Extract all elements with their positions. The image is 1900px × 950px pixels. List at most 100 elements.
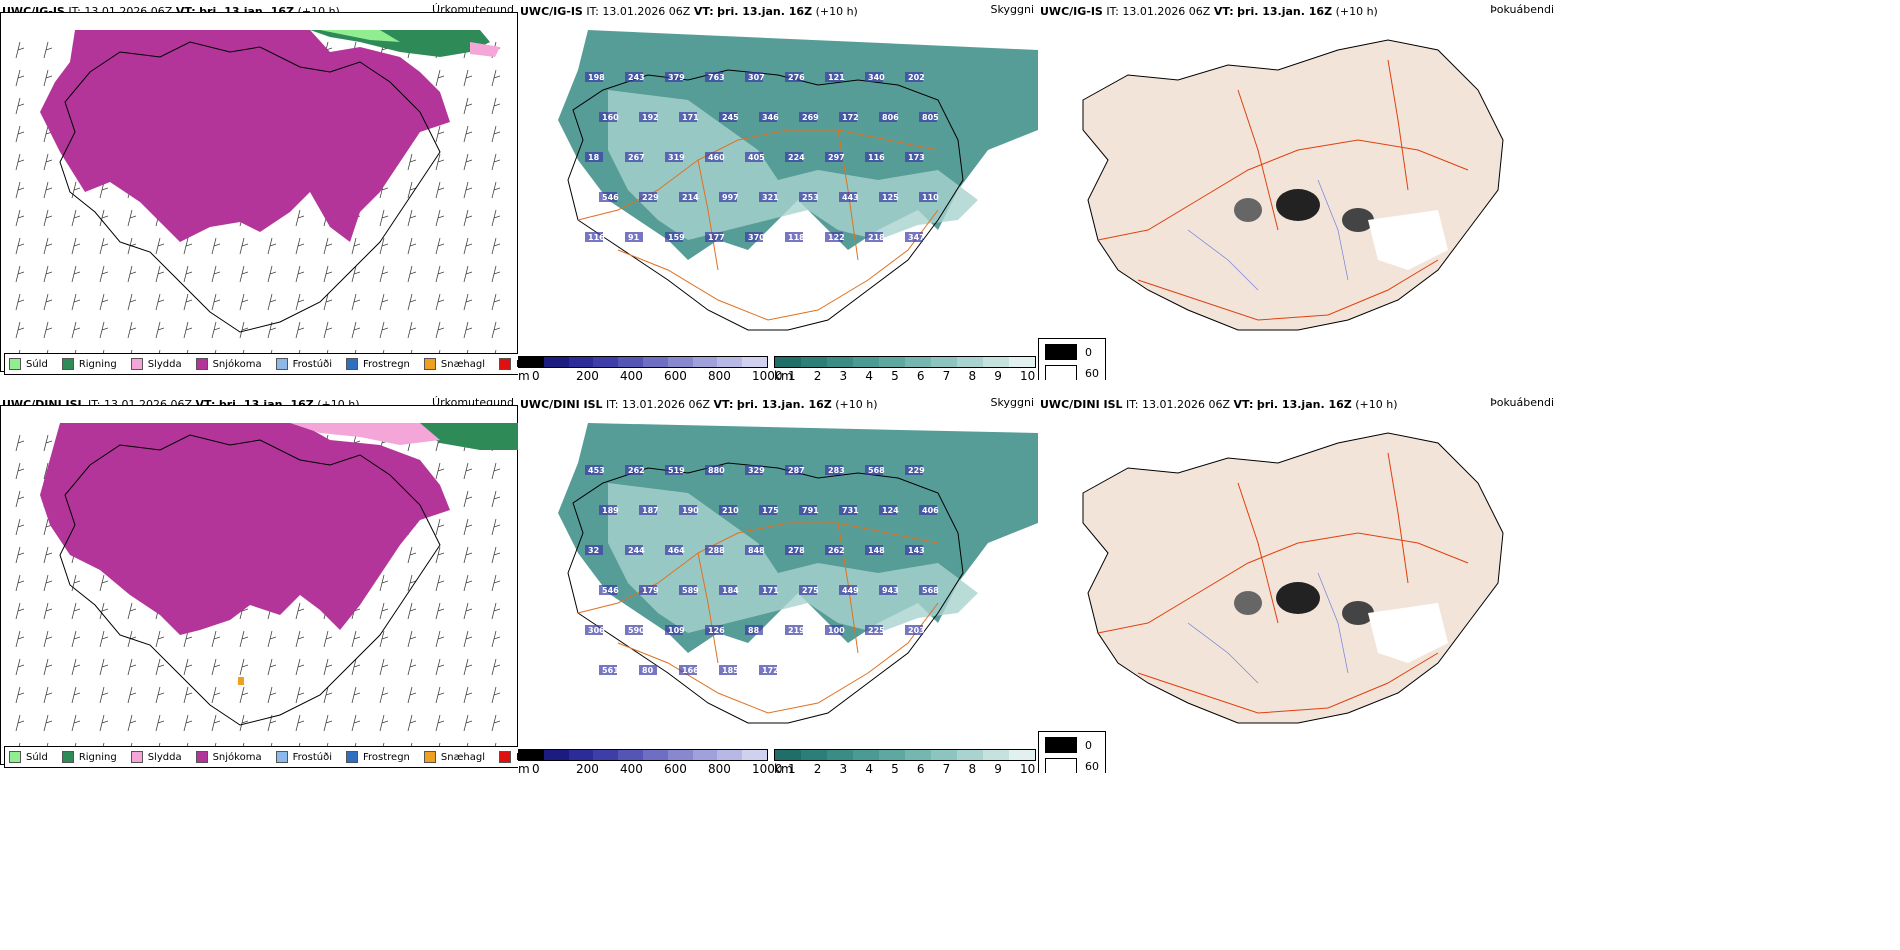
wind-barb xyxy=(43,574,53,592)
wind-barb xyxy=(15,125,25,143)
fog-legend-label: 60 xyxy=(1085,366,1099,380)
wind-barb xyxy=(491,490,501,508)
vt-label: VT: xyxy=(713,398,734,411)
vt-value: þri. 13.jan. 16Z xyxy=(1237,5,1333,18)
wind-barb xyxy=(183,237,193,255)
visibility-light xyxy=(608,483,978,633)
ceiling-cell xyxy=(719,112,737,122)
ceiling-cell xyxy=(639,112,657,122)
colorbar-segment xyxy=(593,750,619,760)
legend-swatch xyxy=(423,751,436,763)
ceiling-label: 731 xyxy=(842,506,859,515)
ceiling-label: 224 xyxy=(788,153,805,162)
colorbar-segment xyxy=(853,750,879,760)
ceiling-label: 589 xyxy=(682,586,699,595)
wind-barb xyxy=(239,237,249,255)
model-name: UWC/DINI ISL xyxy=(1040,398,1123,411)
fog-map xyxy=(1082,432,1504,724)
wind-barb xyxy=(99,265,109,283)
wind-barb xyxy=(99,209,109,227)
ceiling-cell xyxy=(905,625,923,635)
ceiling-cell xyxy=(639,505,657,515)
panel-header: UWC/IG-IS IT: 13.01.2026 06Z VT: þri. 13… xyxy=(520,5,858,18)
visibility-map: 198 243 379 763 307 276 121 340 202 160 192 171 245 3… xyxy=(558,30,1038,331)
wind-barb xyxy=(15,574,25,592)
colorbar-segment xyxy=(519,357,544,367)
ceiling-label: 32 xyxy=(588,546,599,555)
ceiling-label: 561 xyxy=(602,666,619,675)
wind-barb xyxy=(71,574,81,592)
wind-barb xyxy=(15,97,25,115)
legend-swatch xyxy=(9,751,21,763)
precip-legend: Súld Rigning Slydda Snjókoma Frostúði Frostre… xyxy=(4,746,518,768)
wind-barb xyxy=(127,265,137,283)
ceiling-cell xyxy=(705,232,723,242)
wind-barb xyxy=(295,265,305,283)
colorbar-segment xyxy=(692,357,718,367)
ceiling-label: 253 xyxy=(802,193,819,202)
wind-barb xyxy=(295,293,305,311)
precip-legend: Súld Rigning Slydda Snjókoma Frostúði Frostre… xyxy=(4,353,518,375)
ceiling-cell xyxy=(705,72,723,82)
colorbar-segment xyxy=(905,750,931,760)
wind-barb xyxy=(239,265,249,283)
ceiling-label: 590 xyxy=(628,626,645,635)
vt-label: VT: xyxy=(1233,398,1254,411)
wind-barb xyxy=(15,237,25,255)
colorbar-segment xyxy=(905,357,931,367)
wind-barb xyxy=(15,686,25,704)
wind-barb xyxy=(43,69,53,87)
model-name: UWC/DINI ISL xyxy=(520,398,603,411)
wind-barb xyxy=(127,658,137,676)
ceiling-label: 443 xyxy=(842,193,859,202)
ceiling-cell xyxy=(625,545,643,555)
ceiling-cell xyxy=(599,192,617,202)
wind-barb xyxy=(71,321,81,339)
wind-barb xyxy=(351,321,361,339)
colorbar-unit: km xyxy=(774,762,793,773)
ceiling-colorbar: m 0 200 400 600 800 1000 xyxy=(518,749,783,773)
panel-title: Þokuábendi xyxy=(1490,396,1554,409)
colorbar-tick: 10 xyxy=(1020,369,1036,380)
ceiling-label: 276 xyxy=(788,73,805,82)
lead-time: (+10 h) xyxy=(815,5,858,18)
wind-barb xyxy=(491,125,501,143)
ceiling-label: 321 xyxy=(762,193,779,202)
colorbar-unit: km xyxy=(774,369,793,380)
ceiling-cell xyxy=(745,232,763,242)
lead-time: (+10 h) xyxy=(1335,5,1378,18)
ceiling-label: 319 xyxy=(668,153,685,162)
ceiling-cell xyxy=(905,152,923,162)
ceiling-label: 225 xyxy=(868,626,885,635)
colorbar-segment xyxy=(827,750,853,760)
wind-barb xyxy=(491,518,501,536)
wind-barb xyxy=(183,265,193,283)
fog-legend-item: 0 xyxy=(1045,344,1099,360)
wind-barb xyxy=(435,181,445,199)
ceiling-cell xyxy=(745,152,763,162)
wind-barb xyxy=(239,630,249,648)
ceiling-cell xyxy=(799,112,817,122)
vt-value: þri. 13.jan. 16Z xyxy=(717,5,813,18)
colorbar-segment xyxy=(983,750,1009,760)
ceiling-label: 172 xyxy=(762,666,779,675)
ceiling-label: 110 xyxy=(922,193,939,202)
wind-barb xyxy=(211,265,221,283)
wind-barb xyxy=(351,265,361,283)
ceiling-cell xyxy=(639,585,657,595)
colorbar-segment xyxy=(931,750,957,760)
visibility-map: 453 262 519 880 329 287 283 568 229 189 187 190 210 1… xyxy=(558,423,1038,724)
wind-barb xyxy=(463,125,473,143)
legend-label: Snjókoma xyxy=(212,751,262,763)
wind-barb xyxy=(323,630,333,648)
fog-legend-label: 0 xyxy=(1085,738,1092,752)
wind-barb xyxy=(379,658,389,676)
colorbar-tick: 6 xyxy=(916,369,925,380)
wind-barb xyxy=(43,658,53,676)
wind-barb xyxy=(127,686,137,704)
ceiling-label: 229 xyxy=(908,466,925,475)
wind-barb xyxy=(71,265,81,283)
colorbar-tick: 0 xyxy=(532,369,540,380)
wind-barb xyxy=(379,237,389,255)
colorbar-tick: 800 xyxy=(708,762,731,773)
